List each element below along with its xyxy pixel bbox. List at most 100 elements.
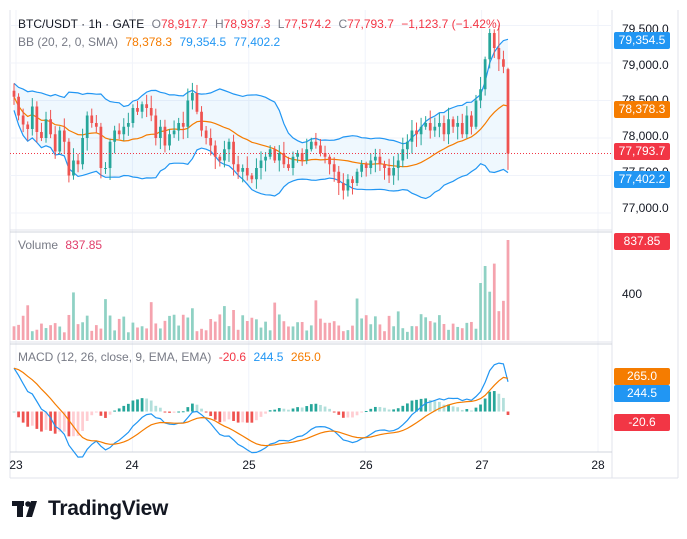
candle-body [392,168,396,176]
macd-hist-bar [255,411,258,421]
volume-bar [250,317,254,340]
candle-body [364,164,368,168]
high-value: 78,937.3 [223,17,271,31]
volume-bar [104,299,107,340]
macd-hist-bar [232,411,235,421]
volume-bar [369,324,373,340]
macd-hist-bar [364,411,368,413]
volume-label[interactable]: Volume [18,238,59,252]
volume-bar [442,324,446,340]
candle-body [396,160,400,168]
volume-bar [419,314,423,340]
macd-label[interactable]: MACD (12, 26, close, 9, EMA, EMA) [18,350,212,364]
bb-legend[interactable]: BB (20, 2, 0, SMA) 78,378.3 79,354.5 77,… [18,35,284,49]
macd-hist-bar [291,408,295,412]
candle-body [300,153,304,161]
volume-bar [163,320,167,340]
macd-hist-bar [163,411,167,413]
candle-body [360,164,364,172]
volume-bar [44,328,48,340]
macd-hist-bar [218,411,222,423]
volume-bar [346,330,350,340]
volume-bar [328,322,331,340]
bb-fill-area [14,39,508,199]
candle-body [250,175,254,180]
volume-bar [255,319,258,340]
macd-hist-bar [479,404,482,412]
macd-hist-bar [378,407,382,412]
candle-body [273,149,277,161]
macd-hist-bar [204,411,208,413]
bb-upper-value: 79,354.5 [179,35,227,49]
macd-hist-bar [21,411,25,423]
macd-hist-bar [58,411,62,432]
volume-bar [195,331,199,340]
volume-bar [191,308,194,340]
candle-body [204,130,208,138]
macd-hist-bar [117,408,121,412]
volume-bar [433,322,437,340]
open-label: O [151,17,161,31]
candle-body [373,156,377,161]
macd-hist-bar [305,406,309,412]
candle-body [168,134,171,146]
date-label-26: 26 [359,458,373,472]
volume-bar [113,330,117,340]
candlesticks[interactable] [12,25,510,200]
macd-hist-bar [273,409,277,412]
candle-body [227,141,231,150]
volume-bar [140,326,144,340]
candle-body [17,96,20,116]
date-label-25: 25 [242,458,256,472]
low-label: L [277,17,285,31]
volume-bar [319,318,322,340]
symbol-title[interactable]: BTC/USDT · 1h · GATE [18,17,145,31]
bb-basis-line [13,96,509,168]
volume-bar [428,321,432,340]
volume-bar [85,315,89,340]
volume-bar [300,322,304,340]
macd-hist-bar [506,411,510,415]
bb-label[interactable]: BB (20, 2, 0, SMA) [18,35,119,49]
volume-bar [296,322,299,340]
candle-body [383,164,386,168]
macd-hist-bar [245,411,249,423]
price-tick-78000: 78,000.0 [622,129,669,143]
candle-body [218,156,222,161]
macd-legend[interactable]: MACD (12, 26, close, 9, EMA, EMA) -20.6 … [18,350,325,364]
volume-bar [81,322,84,340]
volume-bar [154,323,158,340]
candle-body [305,149,309,161]
macd-hist-bar [131,400,135,412]
volume-bar [168,315,171,340]
macd-hist-bar [428,399,432,412]
grid-lines [9,10,679,479]
candle-body [474,100,478,127]
macd-hist-bar [104,411,107,418]
candle-body [131,108,135,123]
macd-hist-bar [241,411,245,423]
candle-body [40,132,43,138]
volume-bar [227,326,231,340]
symbol-legend[interactable]: BTC/USDT · 1h · GATE O78,917.7 H78,937.3… [18,17,505,31]
macd-hist-bar [277,408,281,412]
macd-hist-bar [465,409,469,412]
macd-hist-bar [62,411,66,432]
volume-bar [94,325,98,340]
volume-bar [465,322,469,340]
volume-bar [410,326,414,340]
volume-bar [291,326,295,340]
volume-bar [177,325,181,340]
macd-hist-bar [191,403,194,412]
candle-body [296,153,299,157]
volume-bar [12,326,16,340]
bb-lower-value: 77,402.2 [233,35,281,49]
brand-name: TradingView [48,497,169,520]
tradingview-logo[interactable]: TradingView [12,497,168,521]
volume-legend[interactable]: Volume 837.85 [18,238,106,252]
candle-body [282,153,286,165]
price-tick-79000: 79,000.0 [622,58,669,72]
volume-bar [58,326,62,340]
